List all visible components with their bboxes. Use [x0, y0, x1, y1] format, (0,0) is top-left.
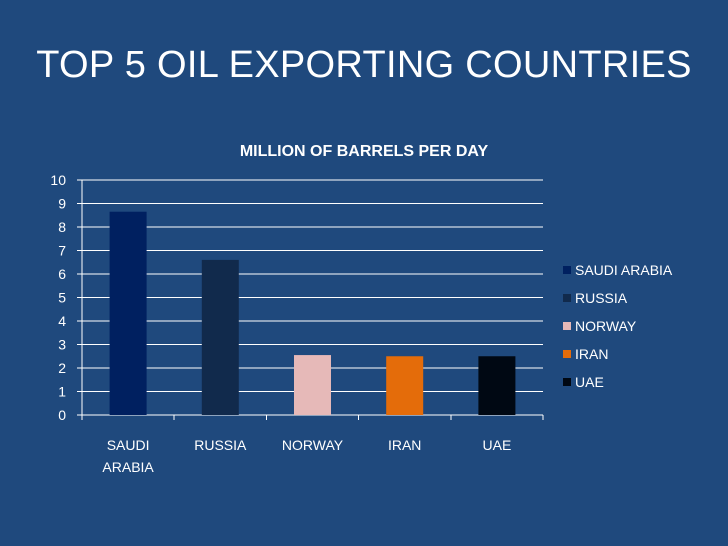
legend-item: UAE	[575, 374, 604, 390]
y-tick-label: 5	[58, 290, 66, 306]
y-tick-label: 6	[58, 266, 66, 282]
x-tick-label: UAE	[483, 437, 512, 453]
y-tick-label: 0	[58, 407, 66, 423]
bar-saudi-arabia	[109, 211, 147, 415]
chart-title: MILLION OF BARRELS PER DAY	[240, 143, 489, 160]
legend: SAUDI ARABIA RUSSIA NORWAY IRAN UAE	[563, 262, 673, 390]
bar-norway	[294, 355, 331, 415]
legend-item: RUSSIA	[575, 290, 628, 306]
y-tick-label: 10	[50, 172, 66, 188]
x-tick-label: IRAN	[388, 437, 421, 453]
x-tick-label: NORWAY	[282, 437, 344, 453]
y-tick-label: 7	[58, 243, 66, 259]
legend-item: NORWAY	[575, 318, 637, 334]
legend-swatch	[563, 322, 571, 330]
y-tick-label: 4	[58, 313, 66, 329]
y-tick-label: 1	[58, 384, 66, 400]
y-axis-ticks: 0 1 2 3 4 5 6 7 8 9 10	[50, 172, 82, 423]
legend-swatch	[563, 294, 571, 302]
legend-swatch	[563, 378, 571, 386]
legend-item: IRAN	[575, 346, 608, 362]
bars	[109, 211, 516, 415]
x-tick-label: SAUDI ARABIA	[102, 437, 154, 475]
y-tick-label: 8	[58, 219, 66, 235]
bar-russia	[201, 259, 239, 415]
y-tick-label: 2	[58, 360, 66, 376]
x-tick-label: RUSSIA	[194, 437, 247, 453]
legend-swatch	[563, 266, 571, 274]
y-tick-label: 9	[58, 196, 66, 212]
legend-item: SAUDI ARABIA	[575, 262, 673, 278]
bar-iran	[386, 356, 424, 415]
bar-uae	[478, 356, 516, 415]
x-axis-labels: SAUDI ARABIA RUSSIA NORWAY IRAN UAE	[102, 437, 511, 475]
y-tick-label: 3	[58, 337, 66, 353]
legend-swatch	[563, 350, 571, 358]
slide-title: TOP 5 OIL EXPORTING COUNTRIES	[36, 44, 692, 86]
